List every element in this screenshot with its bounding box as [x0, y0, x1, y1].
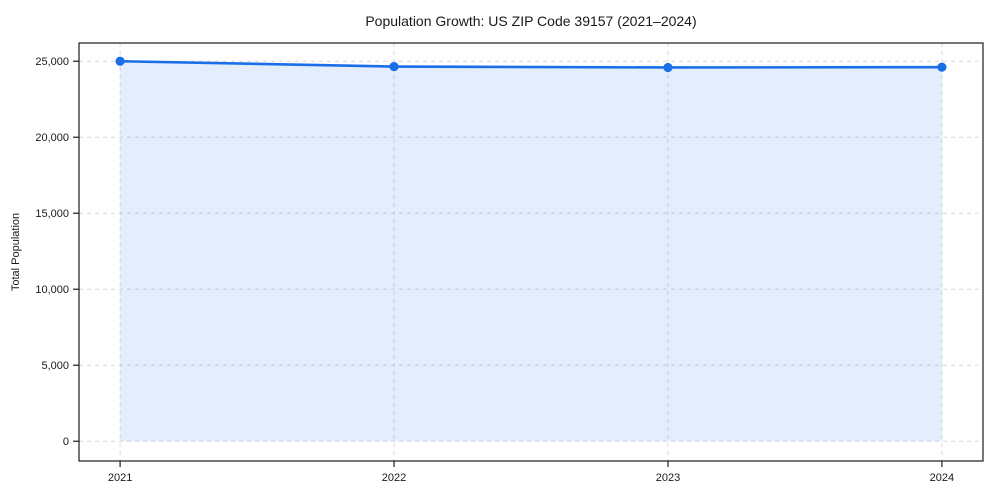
x-tick-label: 2021	[108, 472, 132, 484]
y-tick-label: 5,000	[41, 360, 69, 372]
x-tick-label: 2022	[382, 472, 406, 484]
plot-background	[79, 43, 983, 461]
y-tick-label: 0	[63, 436, 69, 448]
y-tick-label: 10,000	[35, 284, 69, 296]
x-tick-label: 2023	[656, 472, 680, 484]
y-axis-label: Total Population	[10, 213, 22, 291]
data-point-marker	[663, 62, 673, 73]
chart-title: Population Growth: US ZIP Code 39157 (20…	[365, 13, 696, 29]
plot-area: 0 5,000 10,000 15,000 20,000 25,000 2021 2022 20…	[35, 42, 984, 484]
data-point-marker	[115, 56, 125, 66]
y-tick-label: 25,000	[35, 56, 69, 68]
data-point-marker	[389, 61, 399, 72]
plot-frame	[78, 42, 984, 462]
series-line	[118, 59, 944, 69]
y-tick-label: 20,000	[35, 132, 69, 144]
x-tick-label: 2024	[930, 472, 954, 484]
y-tick-label: 15,000	[35, 208, 69, 220]
area-fill	[120, 61, 942, 442]
data-point-marker	[937, 62, 947, 72]
